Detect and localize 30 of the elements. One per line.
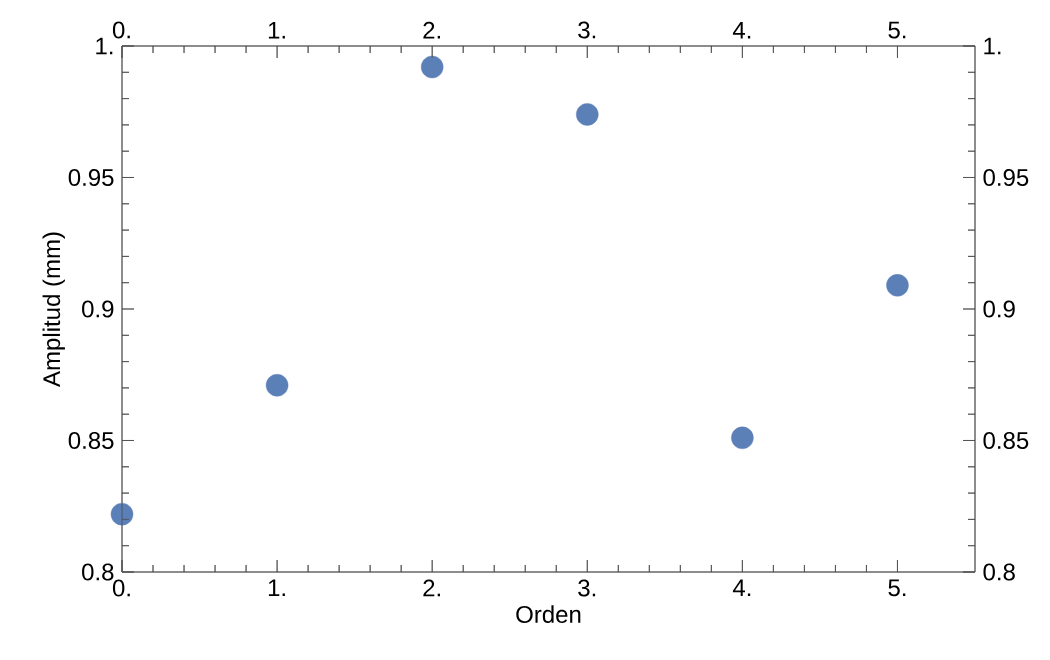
y-tick-label: 0.8 (82, 563, 114, 581)
point (110, 502, 134, 526)
x2-tick-label: 2. (423, 21, 441, 39)
x-tick-label: 0. (112, 579, 130, 597)
point (420, 55, 444, 79)
x-tick-label: 3. (578, 579, 596, 597)
point (265, 374, 289, 397)
x2-tick-label: 0. (112, 21, 130, 39)
x2-tick-label: 4. (732, 21, 751, 39)
y2-tick-label: 0.9 (983, 300, 1015, 318)
x-tick-label: 2. (423, 579, 441, 597)
point (576, 103, 599, 126)
x-axis-title: Orden (516, 605, 581, 623)
y-tick-label: 0.9 (82, 300, 114, 318)
point (886, 274, 909, 297)
y-axis-title: Amplitud (mm) (42, 232, 65, 387)
point (731, 426, 754, 450)
x2-tick-label: 3. (578, 21, 596, 39)
y2-tick-label: 0.85 (983, 431, 1029, 449)
y2-tick-label: 0.8 (983, 563, 1015, 581)
y-tick-label: 1. (96, 37, 113, 55)
y-tick-label: 0.95 (68, 168, 114, 186)
x-tick-label: 4. (732, 579, 751, 597)
y2-tick-label: 0.95 (983, 168, 1029, 186)
x-tick-label: 5. (888, 579, 906, 597)
y2-tick-label: 1. (984, 37, 1001, 55)
x-tick-label: 1. (268, 579, 285, 597)
x2-tick-label: 1. (268, 21, 285, 39)
x2-tick-label: 5. (888, 21, 906, 39)
y-tick-label: 0.85 (68, 431, 114, 449)
